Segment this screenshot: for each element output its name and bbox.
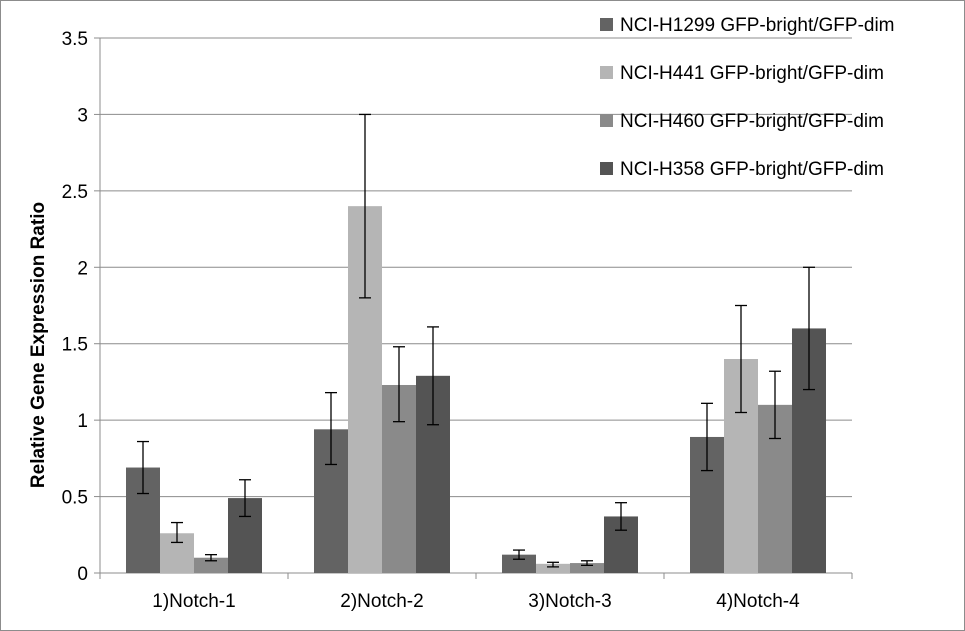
y-tick-label: 0	[77, 564, 88, 585]
bar	[502, 554, 536, 573]
x-category-label: 3)Notch-3	[528, 591, 611, 612]
tick-labels: 0 0.5 1 1.5 2 2.5 3 3.5	[62, 29, 88, 585]
bar	[536, 563, 570, 573]
y-tick-label: 2	[77, 258, 88, 279]
error-bars	[137, 113, 815, 568]
legend-swatch	[600, 162, 613, 175]
y-axis-label: Relative Gene Expression Ratio	[28, 202, 49, 488]
category-labels: 1)Notch-1 2)Notch-2 3)Notch-3 4)Notch-4	[152, 591, 800, 612]
x-category-label: 1)Notch-1	[152, 591, 235, 612]
x-category-label: 2)Notch-2	[340, 591, 423, 612]
y-tick-label: 1	[77, 411, 88, 432]
legend-entry: NCI-H441 GFP-bright/GFP-dim	[620, 63, 884, 84]
y-tick-label: 2.5	[62, 182, 88, 203]
y-tick-label: 0.5	[62, 488, 88, 509]
y-tick-label: 3	[77, 105, 88, 126]
legend-entry: NCI-H1299 GFP-bright/GFP-dim	[620, 15, 895, 36]
y-tick-label: 1.5	[62, 335, 88, 356]
y-tick-label: 3.5	[62, 29, 88, 50]
bar	[570, 563, 604, 573]
bar	[194, 557, 228, 573]
x-category-label: 4)Notch-4	[716, 591, 800, 612]
legend-swatch	[600, 18, 613, 31]
legend-entry: NCI-H460 GFP-bright/GFP-dim	[620, 111, 884, 132]
legend-entry: NCI-H358 GFP-bright/GFP-dim	[620, 159, 884, 180]
legend: NCI-H1299 GFP-bright/GFP-dim NCI-H441 GFP…	[600, 15, 895, 180]
legend-swatch	[600, 66, 613, 79]
legend-swatch	[600, 114, 613, 127]
